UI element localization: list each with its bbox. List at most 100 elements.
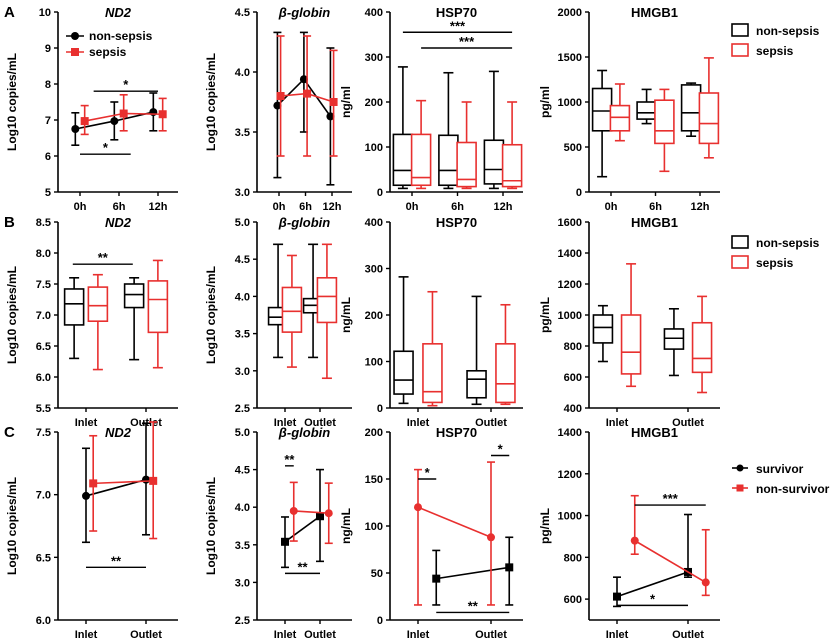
box-body <box>392 133 414 187</box>
y-tick-label: 4.5 <box>235 254 250 266</box>
series-line-survivor <box>436 566 510 580</box>
x-tick-label: Inlet <box>274 417 297 429</box>
y-tick-label: 4.5 <box>235 465 250 477</box>
panel-B1: 5.56.06.57.07.58.08.5InletOutletND2Log10… <box>4 214 178 429</box>
legend-swatch <box>731 235 749 249</box>
x-tick-label: Inlet <box>274 629 297 641</box>
x-tick-label: 0h <box>74 201 87 213</box>
y-axis-label: Log10 copies/mL <box>204 477 218 575</box>
box-body <box>87 286 109 323</box>
x-tick-label: 0h <box>605 201 618 213</box>
y-axis-label: Log10 copies/mL <box>5 266 19 364</box>
y-axis-label: Log10 copies/mL <box>204 53 218 151</box>
legend-label: non-sepsis <box>756 24 820 38</box>
significance-star: ** <box>284 452 295 467</box>
data-point <box>149 476 158 485</box>
legend-label: sepsis <box>756 256 794 270</box>
significance-bar: *** <box>421 34 513 49</box>
box-non-sepsis-Inlet <box>592 304 614 363</box>
y-tick-label: 4.0 <box>235 502 250 514</box>
panel-title: ND2 <box>105 5 132 20</box>
box-non-sepsis-12h <box>483 70 505 190</box>
box-sepsis-12h <box>501 101 523 190</box>
significance-bar: * <box>93 77 158 92</box>
inline-legend-label: sepsis <box>89 45 127 59</box>
significance-bar: ** <box>86 553 146 568</box>
box-non-sepsis-Outlet <box>123 276 145 361</box>
y-axis-label: ng/mL <box>339 508 353 544</box>
significance-bar: *** <box>402 18 513 33</box>
box-sepsis-Outlet <box>495 303 516 406</box>
y-axis-label: pg/mL <box>538 508 552 544</box>
data-point <box>432 574 441 583</box>
y-tick-label: 200 <box>365 310 383 322</box>
panel-title: HMGB1 <box>631 5 678 20</box>
series-sepsis <box>620 263 713 394</box>
y-tick-label: 3.5 <box>235 540 250 552</box>
box-non-sepsis-Outlet <box>663 307 685 377</box>
legend-row-C: survivor non-survivor <box>732 462 830 496</box>
x-tick-label: 12h <box>691 201 710 213</box>
y-tick-label: 150 <box>365 474 383 486</box>
data-point <box>613 592 621 601</box>
box-body <box>316 276 338 324</box>
legend-row-B: non-sepsis sepsis <box>731 235 820 270</box>
y-tick-label: 7.0 <box>36 490 51 502</box>
y-tick-label: 400 <box>365 217 383 229</box>
panel-letter: A <box>4 4 15 21</box>
y-tick-label: 1400 <box>558 248 582 260</box>
legend-swatch <box>731 43 749 57</box>
data-point <box>414 503 422 512</box>
y-tick-label: 400 <box>564 403 582 415</box>
x-tick-label: Inlet <box>75 629 98 641</box>
panel-letter: C <box>4 424 15 441</box>
series-sepsis <box>80 94 167 136</box>
y-tick-label: 1500 <box>558 52 582 64</box>
panel-B2: 2.5 3.0 3.5 4.0 4.5 5.0 Inlet Outlet β-globin Log… <box>204 215 352 429</box>
significance-star: * <box>650 591 656 606</box>
series-sepsis <box>276 35 338 157</box>
y-tick-label: 7 <box>45 115 51 127</box>
y-tick-label: 100 <box>365 142 383 154</box>
x-tick-label: Outlet <box>672 417 704 429</box>
x-tick-label: Inlet <box>606 629 629 641</box>
panel-title: ND2 <box>105 215 132 230</box>
y-tick-label: 5.0 <box>235 427 250 439</box>
x-tick-label: Outlet <box>475 629 507 641</box>
box-body <box>393 350 414 395</box>
y-tick-label: 10 <box>39 7 51 19</box>
series-line-survivor <box>616 571 689 598</box>
box-sepsis-Outlet <box>316 243 338 380</box>
y-tick-label: 1000 <box>558 97 582 109</box>
y-tick-label: 600 <box>564 594 582 606</box>
series-sepsis <box>609 57 720 173</box>
significance-bar: * <box>617 591 688 606</box>
box-sepsis-0h <box>609 83 631 142</box>
box-non-sepsis-Inlet <box>63 276 85 360</box>
box-sepsis-Inlet <box>87 273 109 371</box>
y-tick-label: 0 <box>377 615 383 627</box>
y-tick-label: 1000 <box>558 310 582 322</box>
y-tick-label: 6 <box>45 151 51 163</box>
panel-letter: B <box>4 214 15 231</box>
box-sepsis-Outlet <box>147 259 169 369</box>
box-body <box>495 343 516 404</box>
y-tick-label: 2000 <box>558 7 582 19</box>
panel-title: HSP70 <box>436 5 477 20</box>
y-tick-label: 300 <box>365 264 383 276</box>
data-point <box>630 536 639 545</box>
data-point <box>142 475 150 484</box>
significance-bar: * <box>418 465 437 480</box>
x-tick-label: Outlet <box>672 629 704 641</box>
significance-star: * <box>498 442 504 457</box>
data-point <box>299 75 308 84</box>
data-point <box>281 537 289 546</box>
y-axis-label: Log10 copies/mL <box>204 266 218 364</box>
x-tick-label: 6h <box>649 201 662 213</box>
series-non-sepsis <box>63 276 145 361</box>
significance-bar: ** <box>285 559 320 574</box>
panel-C4: 600 800 1000 1200 1400 Inlet Outlet HMGB1 pg/mL *… <box>538 425 720 641</box>
x-tick-label: Inlet <box>606 417 629 429</box>
